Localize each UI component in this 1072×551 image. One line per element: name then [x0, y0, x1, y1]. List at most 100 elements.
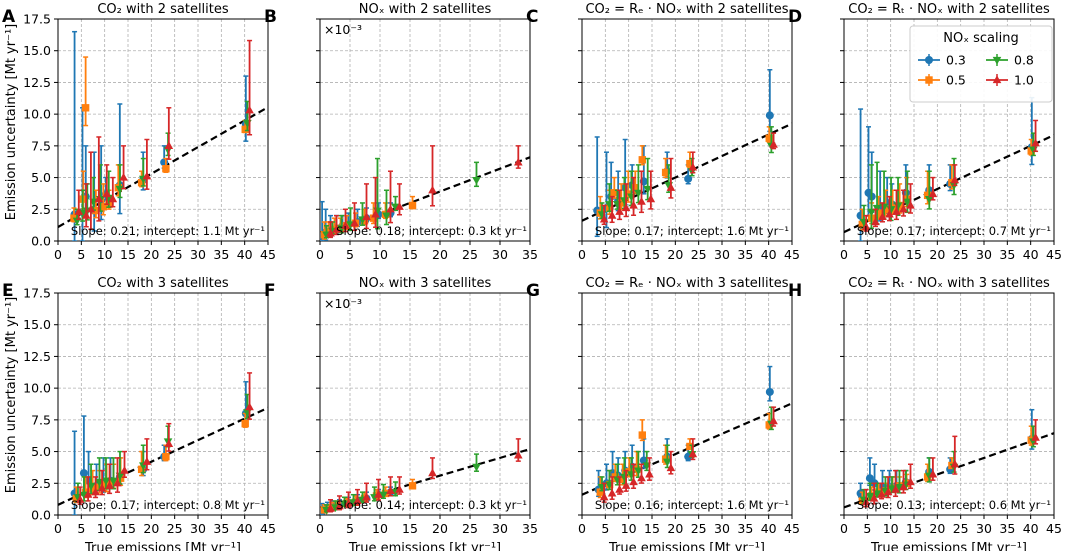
- data-point: [369, 214, 378, 222]
- data-point: [906, 200, 915, 209]
- data-point: [637, 473, 646, 482]
- x-tick-label: 45: [784, 521, 800, 536]
- legend-label: 1.0: [1014, 73, 1034, 88]
- data-point: [925, 196, 934, 204]
- fit-annotation: Slope: 0.17; intercept: 1.6 Mt yr⁻¹: [595, 224, 789, 238]
- x-tick-label: 30: [714, 521, 730, 536]
- x-tick-label: 30: [714, 247, 730, 262]
- panel-H: 0 5 10 15 20 25 30 35 40 45 CO₂ = Rₜ · NOₓ with 3 …: [788, 276, 1062, 551]
- data-point: [643, 185, 653, 194]
- axis-exponent: ×10⁻³: [324, 22, 362, 37]
- data-point: [686, 159, 694, 168]
- panel-letter: C: [526, 7, 538, 27]
- data-point: [371, 209, 380, 218]
- data-point: [634, 189, 643, 198]
- x-tick-label: 45: [260, 247, 276, 262]
- y-tick-label: 5.0: [31, 444, 51, 459]
- x-tick-label: 15: [906, 521, 922, 536]
- data-point: [615, 207, 624, 215]
- x-tick-label: 20: [143, 521, 159, 536]
- x-tick-label: 5: [346, 247, 354, 262]
- data-point: [637, 196, 646, 205]
- x-tick-label: 30: [492, 247, 508, 262]
- x-tick-label: 25: [462, 247, 478, 262]
- x-tick-label: 0: [316, 247, 324, 262]
- x-tick-label: 25: [167, 521, 183, 536]
- data-point: [386, 486, 395, 494]
- data-point: [109, 477, 118, 486]
- y-tick-label: 0.0: [31, 508, 51, 523]
- data-point: [950, 459, 960, 468]
- data-point: [906, 477, 915, 486]
- data-point: [408, 482, 417, 490]
- data-point: [688, 449, 698, 458]
- data-point: [1031, 138, 1040, 147]
- legend-entry-0.8: 0.8: [986, 53, 1034, 68]
- data-point: [350, 218, 359, 227]
- data-point: [245, 402, 254, 411]
- plot-frame: [319, 292, 531, 516]
- fit-line: [582, 122, 792, 222]
- panel-D: 0 5 10 15 20 25 30 35 40 45 CO₂ = Rₜ · NOₓ with 2 …: [788, 2, 1062, 262]
- data-point: [607, 210, 617, 219]
- data-point: [362, 212, 371, 220]
- x-tick-label: 35: [999, 247, 1015, 262]
- series-1.0: [326, 438, 523, 513]
- series-1.0: [861, 419, 1040, 508]
- panel-letter: F: [264, 281, 276, 301]
- data-point: [75, 495, 85, 503]
- x-tick-label: 15: [402, 247, 418, 262]
- y-tick-label: 2.5: [31, 476, 51, 491]
- data-point: [88, 484, 97, 493]
- data-point: [241, 419, 249, 428]
- x-tick-label: 0: [54, 521, 62, 536]
- data-point: [607, 488, 617, 497]
- series-1.0: [599, 132, 778, 226]
- data-point: [769, 139, 778, 148]
- data-point: [861, 222, 871, 231]
- data-point: [596, 488, 604, 496]
- data-point: [661, 168, 670, 177]
- panel-title: CO₂ = Rₑ · NOₓ with 2 satellites: [585, 2, 788, 17]
- x-tick-label: 35: [213, 247, 229, 262]
- x-tick-label: 25: [691, 521, 707, 536]
- data-point: [634, 467, 643, 476]
- data-point: [899, 482, 908, 491]
- data-point: [472, 177, 481, 185]
- data-point: [883, 487, 893, 496]
- y-tick-label: 12.5: [23, 75, 51, 90]
- x-tick-label: 30: [190, 521, 206, 536]
- panel-G: 0 5 10 15 20 25 30 35 40 45 CO₂ = Rₑ · NOₓ with 3 …: [526, 276, 800, 551]
- x-tick-label: 20: [667, 521, 683, 536]
- y-tick-label: 17.5: [23, 286, 51, 301]
- data-point: [858, 220, 866, 229]
- data-point: [666, 463, 676, 472]
- data-point: [769, 416, 778, 425]
- data-point: [1031, 432, 1040, 441]
- fit-line: [58, 106, 268, 229]
- x-tick-label: 0: [54, 247, 62, 262]
- x-tick-label: 45: [260, 521, 276, 536]
- plot-area: [58, 372, 268, 515]
- data-point: [341, 221, 350, 229]
- x-tick-label: 0: [840, 521, 848, 536]
- x-tick-label: 40: [761, 247, 777, 262]
- x-tick-label: 0: [578, 521, 586, 536]
- x-tick-label: 20: [667, 247, 683, 262]
- x-tick-label: 5: [863, 521, 871, 536]
- series-1.0: [599, 406, 778, 503]
- plot-area: [844, 408, 1054, 509]
- data-point: [83, 490, 93, 498]
- panel-title: NOₓ with 2 satellites: [359, 2, 492, 17]
- legend: NOₓ scaling 0.3 0.5 0.8 1.0: [909, 25, 1053, 103]
- x-tick-label: 15: [644, 521, 660, 536]
- y-tick-label: 0.0: [31, 234, 51, 249]
- data-point: [903, 198, 912, 207]
- panel-letter: D: [788, 7, 802, 27]
- panel-title: CO₂ = Rₑ · NOₓ with 3 satellites: [585, 276, 788, 291]
- series-1.0: [74, 39, 254, 231]
- data-point: [514, 157, 523, 166]
- ylabel-bottom: Emission uncertainty [Mt yr⁻¹]: [4, 297, 19, 493]
